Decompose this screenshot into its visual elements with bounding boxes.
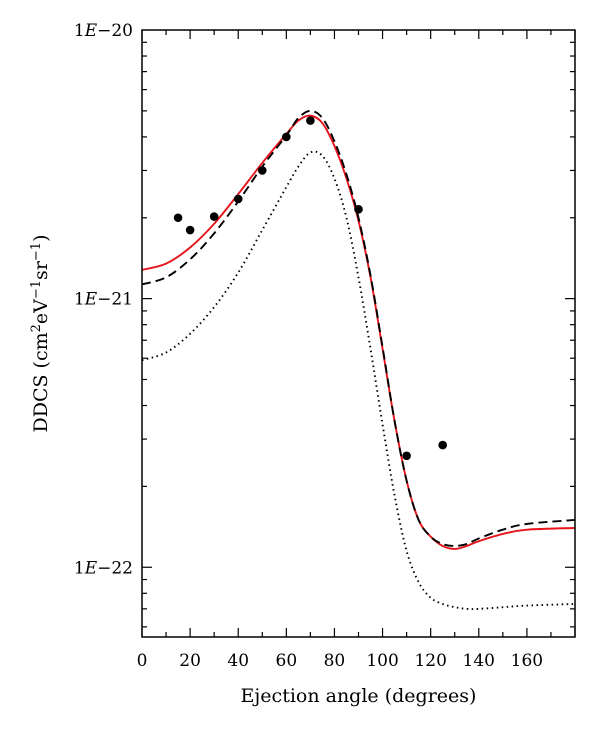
x-tick-label: 100 [366,651,398,671]
x-tick-label: 120 [414,651,446,671]
data-point [209,212,219,221]
data-point [185,225,195,235]
y-tick-label: 1E−20 [74,21,133,41]
data-point [257,166,267,175]
x-axis: 0 20 40 60 80 100 120 140 160 [137,30,576,671]
data-point [282,132,291,142]
y-axis-title: DDCS (cm2eV−1sr−1) [29,235,52,433]
x-tick-label: 160 [511,651,543,671]
x-axis-title: Ejection angle (degrees) [241,685,477,707]
data-point [438,440,447,450]
y-axis: 1E−20 1E−21 1E−22 [74,21,575,628]
plot-frame [141,29,576,638]
series-line-dashed [141,109,576,547]
series-line-dotted [141,150,576,611]
plot-content [141,109,576,611]
y-tick-label: 1E−22 [74,558,133,578]
data-point [306,116,315,125]
data-point [354,205,363,214]
series-line-solid [141,114,576,550]
x-tick-label: 40 [227,651,249,671]
x-tick-label: 0 [137,651,148,671]
y-tick-label: 1E−21 [74,290,133,310]
data-point [233,194,243,204]
data-point [402,451,411,461]
x-tick-label: 80 [324,651,346,671]
x-tick-label: 140 [463,651,495,671]
x-tick-label: 60 [276,651,298,671]
data-point [173,213,183,223]
x-tick-label: 20 [179,651,201,671]
